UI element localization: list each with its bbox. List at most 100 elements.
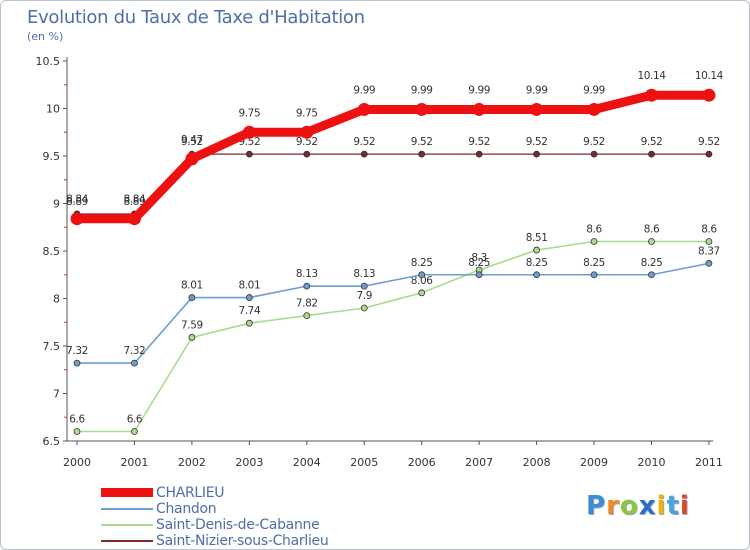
- data-label-saint-denis-de-cabanne: 8.6: [586, 224, 602, 236]
- data-point-saint-nizier-sous-charlieu: [418, 150, 426, 158]
- data-point-charlieu: [127, 212, 141, 226]
- x-tick-label: 2000: [63, 456, 91, 469]
- data-label-charlieu: 10.14: [637, 70, 666, 82]
- data-label-charlieu: 9.99: [468, 84, 490, 96]
- data-label-charlieu: 9.99: [411, 84, 433, 96]
- logo-letter: o: [619, 491, 639, 521]
- data-label-saint-denis-de-cabanne: 8.06: [411, 275, 433, 287]
- data-label-saint-denis-de-cabanne: 7.82: [296, 298, 318, 310]
- data-point-charlieu: [357, 102, 371, 116]
- data-label-chandon: 8.13: [296, 268, 318, 280]
- y-tick-label: 10.5: [36, 55, 61, 68]
- data-point-saint-denis-de-cabanne: [533, 246, 540, 254]
- data-label-saint-nizier-sous-charlieu: 9.52: [411, 136, 433, 148]
- data-point-charlieu: [702, 88, 716, 102]
- data-label-saint-nizier-sous-charlieu: 9.52: [698, 136, 720, 148]
- series-line-charlieu: [72, 90, 714, 224]
- logo-letter: t: [666, 491, 680, 521]
- data-label-charlieu: 9.75: [238, 107, 260, 119]
- proxiti-logo: Proxiti: [586, 491, 690, 521]
- data-label-chandon: 8.25: [641, 257, 663, 269]
- data-point-saint-denis-de-cabanne: [303, 312, 311, 320]
- data-label-chandon: 8.25: [526, 257, 548, 269]
- data-point-saint-denis-de-cabanne: [188, 334, 196, 341]
- data-point-saint-nizier-sous-charlieu: [245, 150, 253, 158]
- data-point-chandon: [475, 271, 483, 279]
- data-point-chandon: [303, 282, 311, 290]
- data-point-chandon: [590, 271, 598, 279]
- data-label-saint-nizier-sous-charlieu: 9.52: [641, 136, 663, 148]
- data-label-charlieu: 10.14: [695, 70, 724, 82]
- data-point-charlieu: [70, 212, 84, 226]
- data-point-chandon: [360, 282, 368, 290]
- data-label-saint-nizier-sous-charlieu: 9.52: [296, 136, 318, 148]
- data-label-charlieu: 8.84: [66, 194, 88, 206]
- data-point-charlieu: [587, 102, 601, 116]
- data-point-charlieu: [645, 88, 658, 102]
- data-label-saint-nizier-sous-charlieu: 8.89: [66, 196, 88, 208]
- data-point-saint-denis-de-cabanne: [418, 289, 426, 297]
- data-label-saint-denis-de-cabanne: 8.3: [471, 252, 487, 264]
- data-label-chandon: 8.25: [411, 257, 433, 269]
- data-label-charlieu: 9.75: [296, 107, 318, 119]
- data-point-chandon: [418, 271, 426, 279]
- data-label-charlieu: 9.99: [583, 84, 605, 96]
- data-label-saint-denis-de-cabanne: 8.6: [701, 224, 717, 236]
- data-label-saint-denis-de-cabanne: 7.9: [357, 290, 373, 302]
- data-label-saint-nizier-sous-charlieu: 8.89: [124, 196, 146, 208]
- x-tick-label: 2007: [465, 456, 493, 469]
- series-line-chandon: [76, 262, 710, 364]
- data-label-charlieu: 9.99: [526, 84, 548, 96]
- data-label-saint-denis-de-cabanne: 8.6: [644, 224, 660, 236]
- data-label-chandon: 8.01: [181, 280, 203, 292]
- data-label-saint-nizier-sous-charlieu: 9.52: [181, 136, 203, 148]
- data-point-saint-nizier-sous-charlieu: [360, 150, 368, 158]
- data-point-chandon: [705, 259, 713, 267]
- data-label-saint-nizier-sous-charlieu: 9.52: [583, 136, 605, 148]
- y-tick-label: 8.5: [43, 245, 61, 258]
- y-tick-label: 6.5: [43, 435, 61, 448]
- data-point-saint-nizier-sous-charlieu: [533, 150, 540, 158]
- legend-label-charlieu: CHARLIEU: [156, 485, 225, 501]
- logo-letter: i: [656, 491, 667, 521]
- legend-swatch-chandon: [101, 508, 153, 510]
- y-tick-label: 9.5: [43, 150, 61, 163]
- data-label-saint-denis-de-cabanne: 7.59: [181, 319, 203, 331]
- data-point-saint-denis-de-cabanne: [360, 304, 368, 312]
- data-point-chandon: [131, 359, 138, 367]
- data-point-charlieu: [530, 102, 544, 116]
- data-point-saint-denis-de-cabanne: [131, 428, 138, 435]
- y-tick-label: 7.5: [43, 340, 61, 353]
- data-label-chandon: 8.25: [468, 257, 490, 269]
- y-tick-label: 10: [46, 103, 60, 116]
- data-label-saint-nizier-sous-charlieu: 9.52: [468, 136, 490, 148]
- data-point-saint-nizier-sous-charlieu: [303, 150, 311, 158]
- data-label-chandon: 7.32: [66, 345, 88, 357]
- data-point-charlieu: [415, 102, 429, 116]
- data-point-chandon: [533, 271, 540, 279]
- x-tick-label: 2011: [695, 456, 723, 469]
- x-tick-label: 2006: [408, 456, 436, 469]
- chart-subtitle: (en %): [27, 30, 64, 43]
- data-point-saint-nizier-sous-charlieu: [648, 150, 655, 158]
- legend-swatch-charlieu: [101, 488, 153, 497]
- logo-letter: r: [606, 491, 620, 521]
- logo-letter: i: [679, 491, 690, 521]
- logo-letter: x: [638, 491, 657, 521]
- y-tick-label: 9: [53, 198, 60, 211]
- x-tick-label: 2001: [120, 456, 148, 469]
- x-tick-label: 2005: [350, 456, 378, 469]
- data-point-chandon: [245, 294, 253, 301]
- legend-swatch-saint-denis: [101, 524, 153, 526]
- data-label-saint-denis-de-cabanne: 8.51: [526, 232, 548, 244]
- x-tick-label: 2008: [523, 456, 551, 469]
- data-point-charlieu: [242, 125, 256, 139]
- data-point-saint-nizier-sous-charlieu: [475, 150, 483, 158]
- legend-label-chandon: Chandon: [156, 501, 217, 517]
- y-tick-label: 7: [53, 388, 60, 401]
- data-label-charlieu: 9.99: [353, 84, 375, 96]
- data-label-chandon: 8.37: [698, 245, 720, 257]
- data-label-saint-nizier-sous-charlieu: 9.52: [353, 136, 375, 148]
- data-label-saint-denis-de-cabanne: 7.74: [238, 305, 260, 317]
- data-point-charlieu: [300, 125, 314, 139]
